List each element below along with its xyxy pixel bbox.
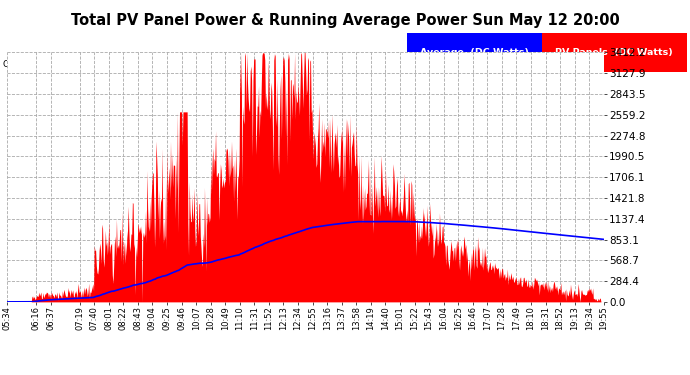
Text: Average  (DC Watts): Average (DC Watts)	[420, 48, 529, 57]
Bar	[407, 33, 542, 72]
Text: Copyright 2019 Cartronics.com: Copyright 2019 Cartronics.com	[3, 60, 135, 69]
Bar	[542, 33, 687, 72]
Text: PV Panels  (DC Watts): PV Panels (DC Watts)	[555, 48, 673, 57]
Text: Total PV Panel Power & Running Average Power Sun May 12 20:00: Total PV Panel Power & Running Average P…	[70, 13, 620, 28]
